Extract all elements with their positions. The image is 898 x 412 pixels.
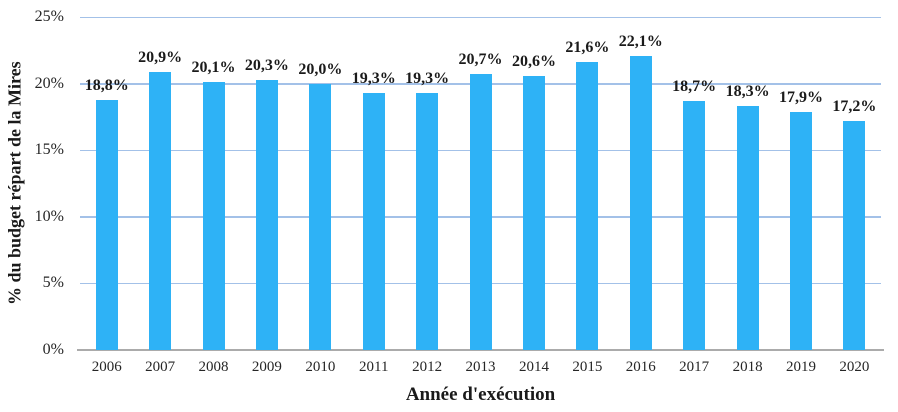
bar-2009 [255,79,278,350]
bar-value-label: 17,2% [832,97,877,115]
bar-value-label: 19,3% [405,69,450,87]
x-axis: 2006 2007 2008 2009 2010 2011 2012 2013 2014 2015… [80,359,881,376]
bar-value-label: 22,1% [618,32,663,50]
plot-area: 18,8% 20,9% 20,1% 20,3% 20,0% 19,3% 19,3% 20,7%… [80,16,881,350]
bar-value-label: 20,7% [458,51,503,69]
bar-value-label: 20,3% [244,56,289,74]
bar-2017 [683,100,706,350]
bar-group: 18,7% [667,17,720,350]
bar-2007 [149,71,172,350]
bar-2010 [309,83,332,350]
y-tick-label: 15% [34,141,64,159]
bar-value-label: 19,3% [351,69,396,87]
bar-group: 17,9% [774,17,827,350]
bar-2012 [416,92,439,350]
bar-group: 20,1% [187,17,240,350]
bar-2019 [789,111,812,350]
bar-2020 [843,120,866,350]
bar-group: 20,0% [294,17,347,350]
x-tick-label: 2018 [732,359,763,375]
y-tick-label: 20% [34,74,64,92]
y-axis: 0% 5% 10% 15% 20% 25% [0,8,68,358]
bar-group: 19,3% [400,17,453,350]
bar-group: 20,7% [454,17,507,350]
bar-group: 17,2% [828,17,881,350]
x-tick-label: 2007 [145,359,176,375]
x-tick-label: 2016 [625,359,656,375]
x-tick-label: 2015 [572,359,603,375]
x-tick-label: 2011 [359,359,389,375]
bar-group: 20,3% [240,17,293,350]
bar-2011 [362,92,385,350]
y-tick-label: 5% [42,274,64,292]
bar-value-label: 21,6% [565,39,610,57]
bar-group: 20,6% [507,17,560,350]
bar-value-label: 17,9% [778,88,823,106]
x-axis-line [77,349,884,351]
x-tick-label: 2017 [679,359,710,375]
x-axis-title: Année d'exécution [405,384,556,405]
bar-2006 [95,99,118,350]
x-tick-label: 2014 [518,359,549,375]
gridline [80,16,881,18]
bar-2014 [522,75,545,350]
bar-group: 21,6% [561,17,614,350]
bars: 18,8% 20,9% 20,1% 20,3% 20,0% 19,3% 19,3% 20,7%… [80,17,881,350]
bar-value-label: 20,6% [511,52,556,70]
x-tick-label: 2009 [251,359,282,375]
bar-value-label: 20,9% [138,48,183,66]
x-tick-label: 2020 [839,359,870,375]
bar-value-label: 18,3% [725,83,770,101]
bar-2018 [736,106,759,350]
y-tick-label: 25% [34,8,64,25]
bar-value-label: 20,0% [298,60,343,78]
bar-2008 [202,82,225,350]
bar-2015 [576,62,599,350]
x-tick-label: 2019 [785,359,816,375]
bar-value-label: 20,1% [191,59,236,77]
x-tick-label: 2010 [305,359,336,375]
bar-group: 18,3% [721,17,774,350]
x-tick-label: 2008 [198,359,229,375]
bar-2016 [629,55,652,350]
bar-group: 18,8% [80,17,133,350]
x-tick-label: 2013 [465,359,496,375]
bar-value-label: 18,8% [84,76,129,94]
bar-group: 19,3% [347,17,400,350]
y-tick-label: 0% [42,341,64,358]
x-tick-label: 2012 [412,359,443,375]
x-tick-label: 2006 [91,359,122,375]
bar-group: 22,1% [614,17,667,350]
bar-value-label: 18,7% [672,77,717,95]
bar-2013 [469,74,492,350]
bar-group: 20,9% [133,17,186,350]
y-tick-label: 10% [34,207,64,225]
